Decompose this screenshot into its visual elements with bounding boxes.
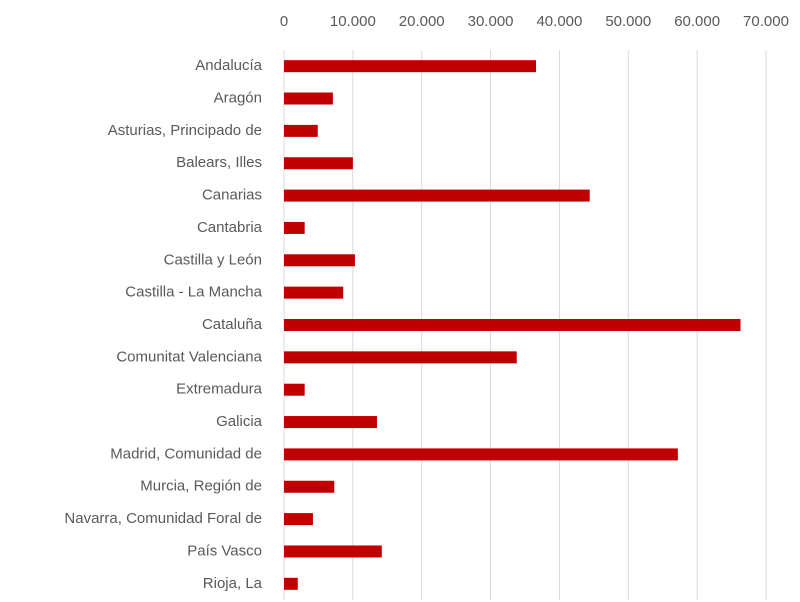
bar [284, 416, 377, 429]
y-tick-label: País Vasco [187, 542, 262, 559]
y-tick-label: Navarra, Comunidad Foral de [64, 510, 262, 527]
bar [284, 577, 298, 590]
y-tick-label: Cataluña [202, 316, 263, 333]
x-tick-label: 50.000 [605, 13, 651, 30]
x-tick-label: 30.000 [468, 13, 514, 30]
x-tick-label: 60.000 [674, 13, 720, 30]
bar [284, 480, 335, 493]
y-tick-label: Murcia, Región de [140, 478, 262, 495]
y-tick-label: Aragón [214, 89, 262, 106]
y-tick-label: Andalucía [195, 57, 262, 74]
bar [284, 448, 678, 461]
x-tick-label: 0 [280, 13, 288, 30]
bar [284, 513, 313, 526]
y-tick-label: Cantabria [197, 219, 263, 236]
bar [284, 221, 305, 234]
y-tick-label: Madrid, Comunidad de [110, 445, 262, 462]
bar [284, 545, 382, 558]
bar [284, 319, 741, 331]
bar [284, 60, 537, 73]
bar [284, 124, 318, 137]
bar [284, 157, 353, 170]
bar [284, 351, 517, 364]
bar [284, 92, 333, 105]
y-tick-label: Comunitat Valenciana [116, 348, 262, 365]
x-tick-label: 40.000 [536, 13, 582, 30]
y-tick-label: Galicia [216, 413, 263, 430]
bar [284, 254, 355, 267]
x-tick-label: 70.000 [743, 13, 789, 30]
x-tick-label: 20.000 [399, 13, 445, 30]
bar [284, 189, 590, 202]
bar [284, 383, 305, 396]
x-tick-label: 10.000 [330, 13, 376, 30]
y-tick-label: Castilla y León [164, 251, 262, 268]
y-tick-label: Balears, Illes [176, 154, 262, 171]
y-tick-label: Rioja, La [203, 575, 263, 592]
y-tick-label: Extremadura [176, 381, 263, 398]
y-tick-label: Canarias [202, 187, 262, 204]
y-tick-label: Asturias, Principado de [108, 122, 262, 139]
bar [284, 286, 344, 299]
y-tick-label: Castilla - La Mancha [125, 284, 262, 301]
